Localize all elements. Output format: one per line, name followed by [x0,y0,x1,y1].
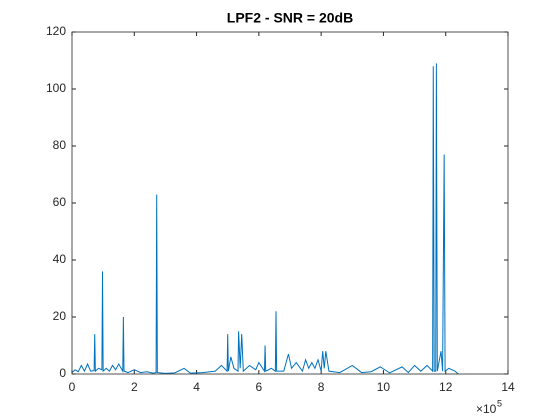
chart-title: LPF2 - SNR = 20dB [227,10,353,26]
x-tick-label: 4 [193,380,200,394]
x-multiplier-exponent: 5 [497,398,502,408]
y-tick-label: 80 [53,138,67,152]
x-tick-label: 6 [256,380,263,394]
y-tick-label: 120 [46,24,66,38]
x-multiplier: ×10 [476,402,497,416]
y-tick-label: 60 [53,195,67,209]
x-tick-label: 2 [131,380,138,394]
x-tick-label: 8 [318,380,325,394]
x-tick-label: 12 [439,380,453,394]
line-series [71,63,459,375]
y-tick-label: 40 [53,252,67,266]
x-tick-label: 0 [69,380,76,394]
y-tick-label: 0 [59,366,66,380]
y-tick-label: 20 [53,309,67,323]
y-tick-label: 100 [46,81,66,95]
axes-box [71,31,509,375]
x-tick-label: 14 [501,380,515,394]
x-tick-label: 10 [377,380,391,394]
